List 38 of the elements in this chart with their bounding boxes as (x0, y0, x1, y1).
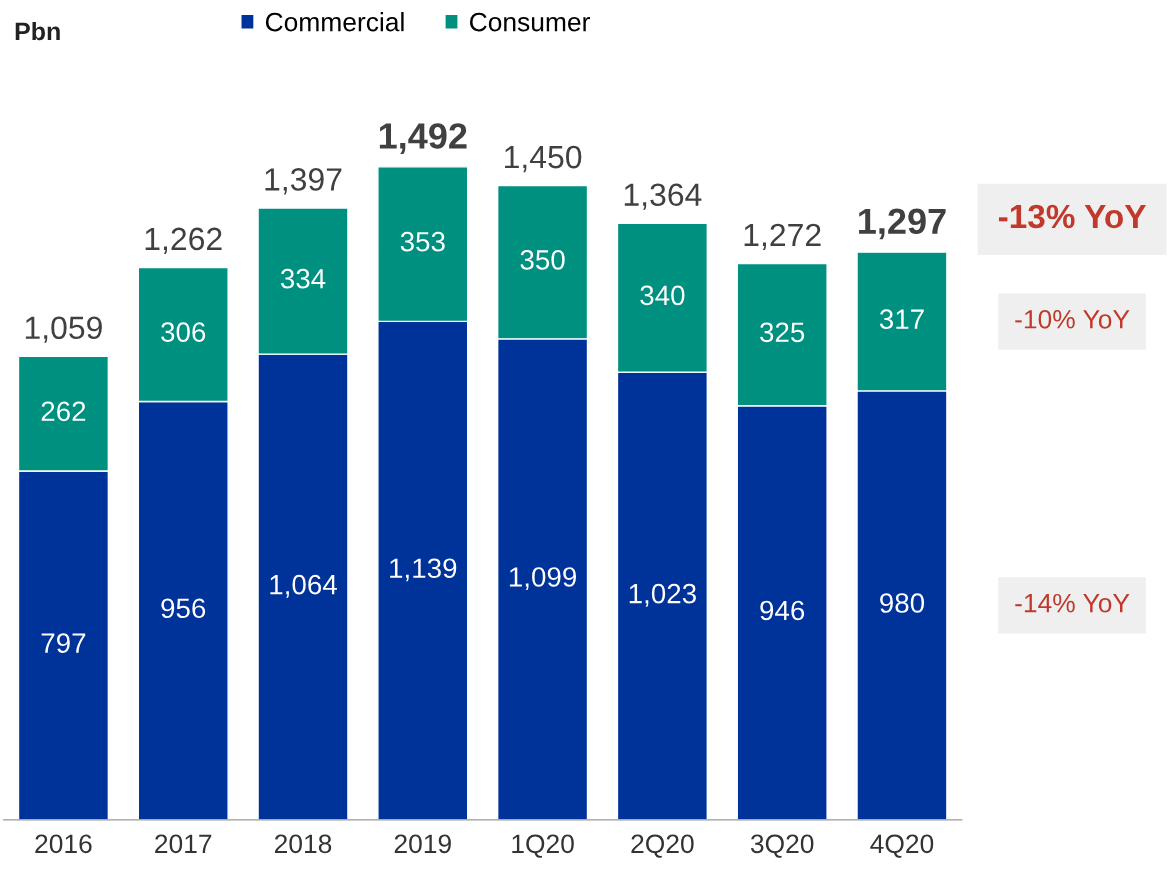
data-label: 262 (41, 401, 86, 422)
total-label: 1,397 (265, 168, 342, 195)
data-label: 1,064 (270, 574, 337, 598)
x-tick-label: 2017 (155, 834, 212, 854)
total-label: 1,364 (624, 183, 702, 210)
total-label: 1,262 (145, 227, 222, 255)
data-label: 980 (880, 593, 925, 613)
x-tick-label: 2016 (35, 834, 92, 854)
x-tick-label: 4Q20 (870, 834, 934, 858)
total-label: 1,272 (744, 223, 821, 251)
data-label: 350 (520, 250, 565, 270)
data-label: 353 (400, 231, 445, 252)
data-label: 340 (640, 285, 685, 306)
data-label: 956 (161, 598, 206, 619)
text: -13% YoY (998, 204, 1146, 229)
data-label: 946 (760, 600, 805, 621)
total-label: 1,297 (859, 208, 946, 240)
x-tick-label: 1Q20 (512, 834, 574, 858)
x-tick-label: 3Q20 (750, 834, 814, 858)
data-label: 306 (161, 322, 206, 342)
text: -14% YoY (1015, 593, 1130, 613)
x-tick-label: 2018 (274, 834, 332, 854)
legend-label: Commercial (265, 12, 404, 32)
data-label: 797 (41, 633, 86, 653)
data-label: 1,023 (629, 583, 696, 607)
data-label: 325 (760, 322, 805, 343)
text: Pbn (15, 21, 60, 41)
x-tick-label: 2019 (394, 834, 451, 854)
total-label: 1,450 (505, 145, 582, 173)
x-tick-label: 2Q20 (631, 834, 694, 858)
data-label: 317 (879, 309, 924, 330)
legend-label: Consumer (470, 12, 590, 32)
text: -10% YoY (1015, 309, 1130, 329)
data-label: 1,099 (509, 567, 577, 591)
total-label: 1,059 (25, 316, 102, 343)
data-label: 334 (280, 268, 326, 289)
data-label: 1,139 (390, 558, 457, 582)
total-label: 1,492 (379, 123, 467, 154)
